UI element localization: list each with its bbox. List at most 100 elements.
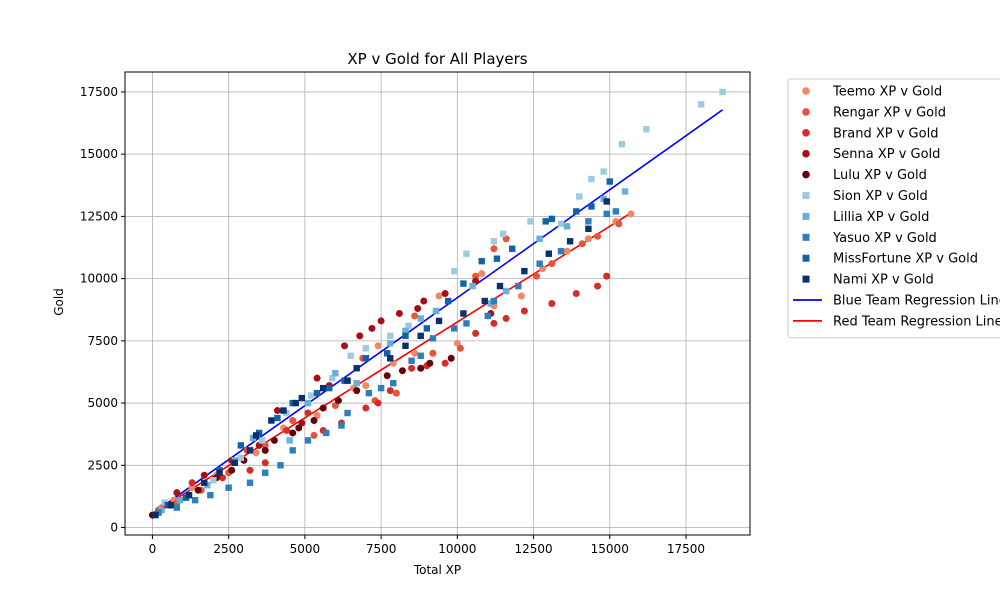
legend-marker (802, 192, 810, 199)
data-point (387, 355, 394, 362)
data-point (444, 297, 452, 305)
data-point (201, 479, 208, 486)
data-point (478, 257, 485, 265)
y-tick-label: 2500 (87, 458, 118, 472)
data-point (383, 372, 391, 380)
data-point (289, 447, 296, 454)
x-tick-label: 2500 (213, 542, 244, 556)
data-point (387, 332, 394, 340)
data-point (429, 335, 437, 342)
y-tick-label: 10000 (80, 272, 118, 286)
x-tick-label: 12500 (514, 542, 552, 556)
data-point (615, 220, 623, 228)
legend-label: MissFortune XP v Gold (833, 252, 978, 267)
legend-box (787, 78, 1000, 339)
x-tick-label: 17500 (667, 542, 705, 556)
data-point (515, 282, 522, 290)
data-point (353, 387, 361, 395)
y-axis-label: Gold (52, 288, 66, 316)
data-point (383, 350, 391, 357)
data-point (286, 437, 293, 444)
data-point (185, 491, 193, 499)
data-point (578, 240, 586, 248)
data-point (277, 462, 284, 469)
data-point (289, 429, 297, 437)
data-point (353, 365, 360, 372)
legend-marker (802, 233, 810, 241)
data-point (398, 367, 406, 375)
data-point (188, 484, 196, 492)
data-point (499, 230, 507, 238)
data-point (643, 126, 650, 133)
data-point (490, 238, 498, 245)
legend: Teemo XP v Gold Rengar XP v Gold Brand XP … (787, 78, 1000, 339)
legend-label: Sion XP v Gold (833, 189, 928, 204)
x-tick-label: 0 (149, 542, 157, 556)
data-point (472, 277, 480, 285)
data-point (262, 469, 269, 476)
data-point (402, 342, 409, 350)
data-point (548, 300, 556, 307)
data-point (527, 218, 534, 225)
data-point (167, 501, 174, 509)
data-point (268, 417, 275, 424)
data-point (365, 389, 373, 397)
data-point (585, 225, 592, 233)
data-point (319, 404, 327, 412)
legend-marker (802, 212, 810, 220)
data-point (304, 409, 312, 417)
data-point (191, 496, 199, 504)
x-tick-label: 5000 (290, 542, 321, 556)
legend-label: Blue Team Regression Line (833, 294, 1000, 309)
data-point (310, 416, 318, 424)
data-point (417, 315, 424, 322)
data-point (536, 260, 543, 267)
data-point (246, 447, 254, 454)
data-point (356, 332, 364, 340)
data-point (594, 282, 602, 290)
data-point (490, 297, 498, 305)
data-point (557, 248, 565, 255)
data-point (228, 466, 236, 474)
data-point (463, 250, 470, 257)
y-tick-label: 0 (110, 521, 118, 535)
data-point (395, 309, 403, 317)
legend-label: Nami XP v Gold (833, 273, 934, 288)
data-point (362, 345, 370, 352)
legend-label: Brand XP v Gold (833, 126, 938, 141)
data-point (417, 352, 424, 359)
x-tick-label: 15000 (591, 542, 629, 556)
data-point (502, 314, 510, 322)
y-tick-label: 12500 (80, 209, 118, 223)
data-point (411, 312, 419, 320)
data-point (572, 290, 580, 298)
data-point (231, 459, 238, 467)
data-point (194, 486, 202, 494)
data-point (390, 379, 397, 387)
data-point (273, 407, 281, 415)
legend-marker (802, 129, 810, 137)
data-point (326, 384, 333, 392)
data-point (258, 437, 266, 444)
data-point (261, 441, 269, 449)
data-point (173, 489, 181, 497)
data-point (460, 280, 467, 287)
legend-marker (802, 149, 810, 158)
data-point (274, 414, 281, 422)
data-point (362, 355, 370, 362)
data-point (237, 454, 245, 462)
data-point (408, 357, 415, 364)
data-point (460, 310, 467, 317)
data-point (447, 354, 455, 362)
data-point (566, 238, 574, 245)
data-point (618, 140, 626, 148)
data-point (600, 168, 607, 175)
data-point (441, 359, 449, 367)
data-point (323, 429, 330, 437)
data-point (298, 394, 306, 402)
legend-marker (802, 170, 810, 179)
data-point (536, 235, 543, 242)
y-tick-label: 5000 (87, 396, 118, 410)
data-point (432, 307, 440, 315)
